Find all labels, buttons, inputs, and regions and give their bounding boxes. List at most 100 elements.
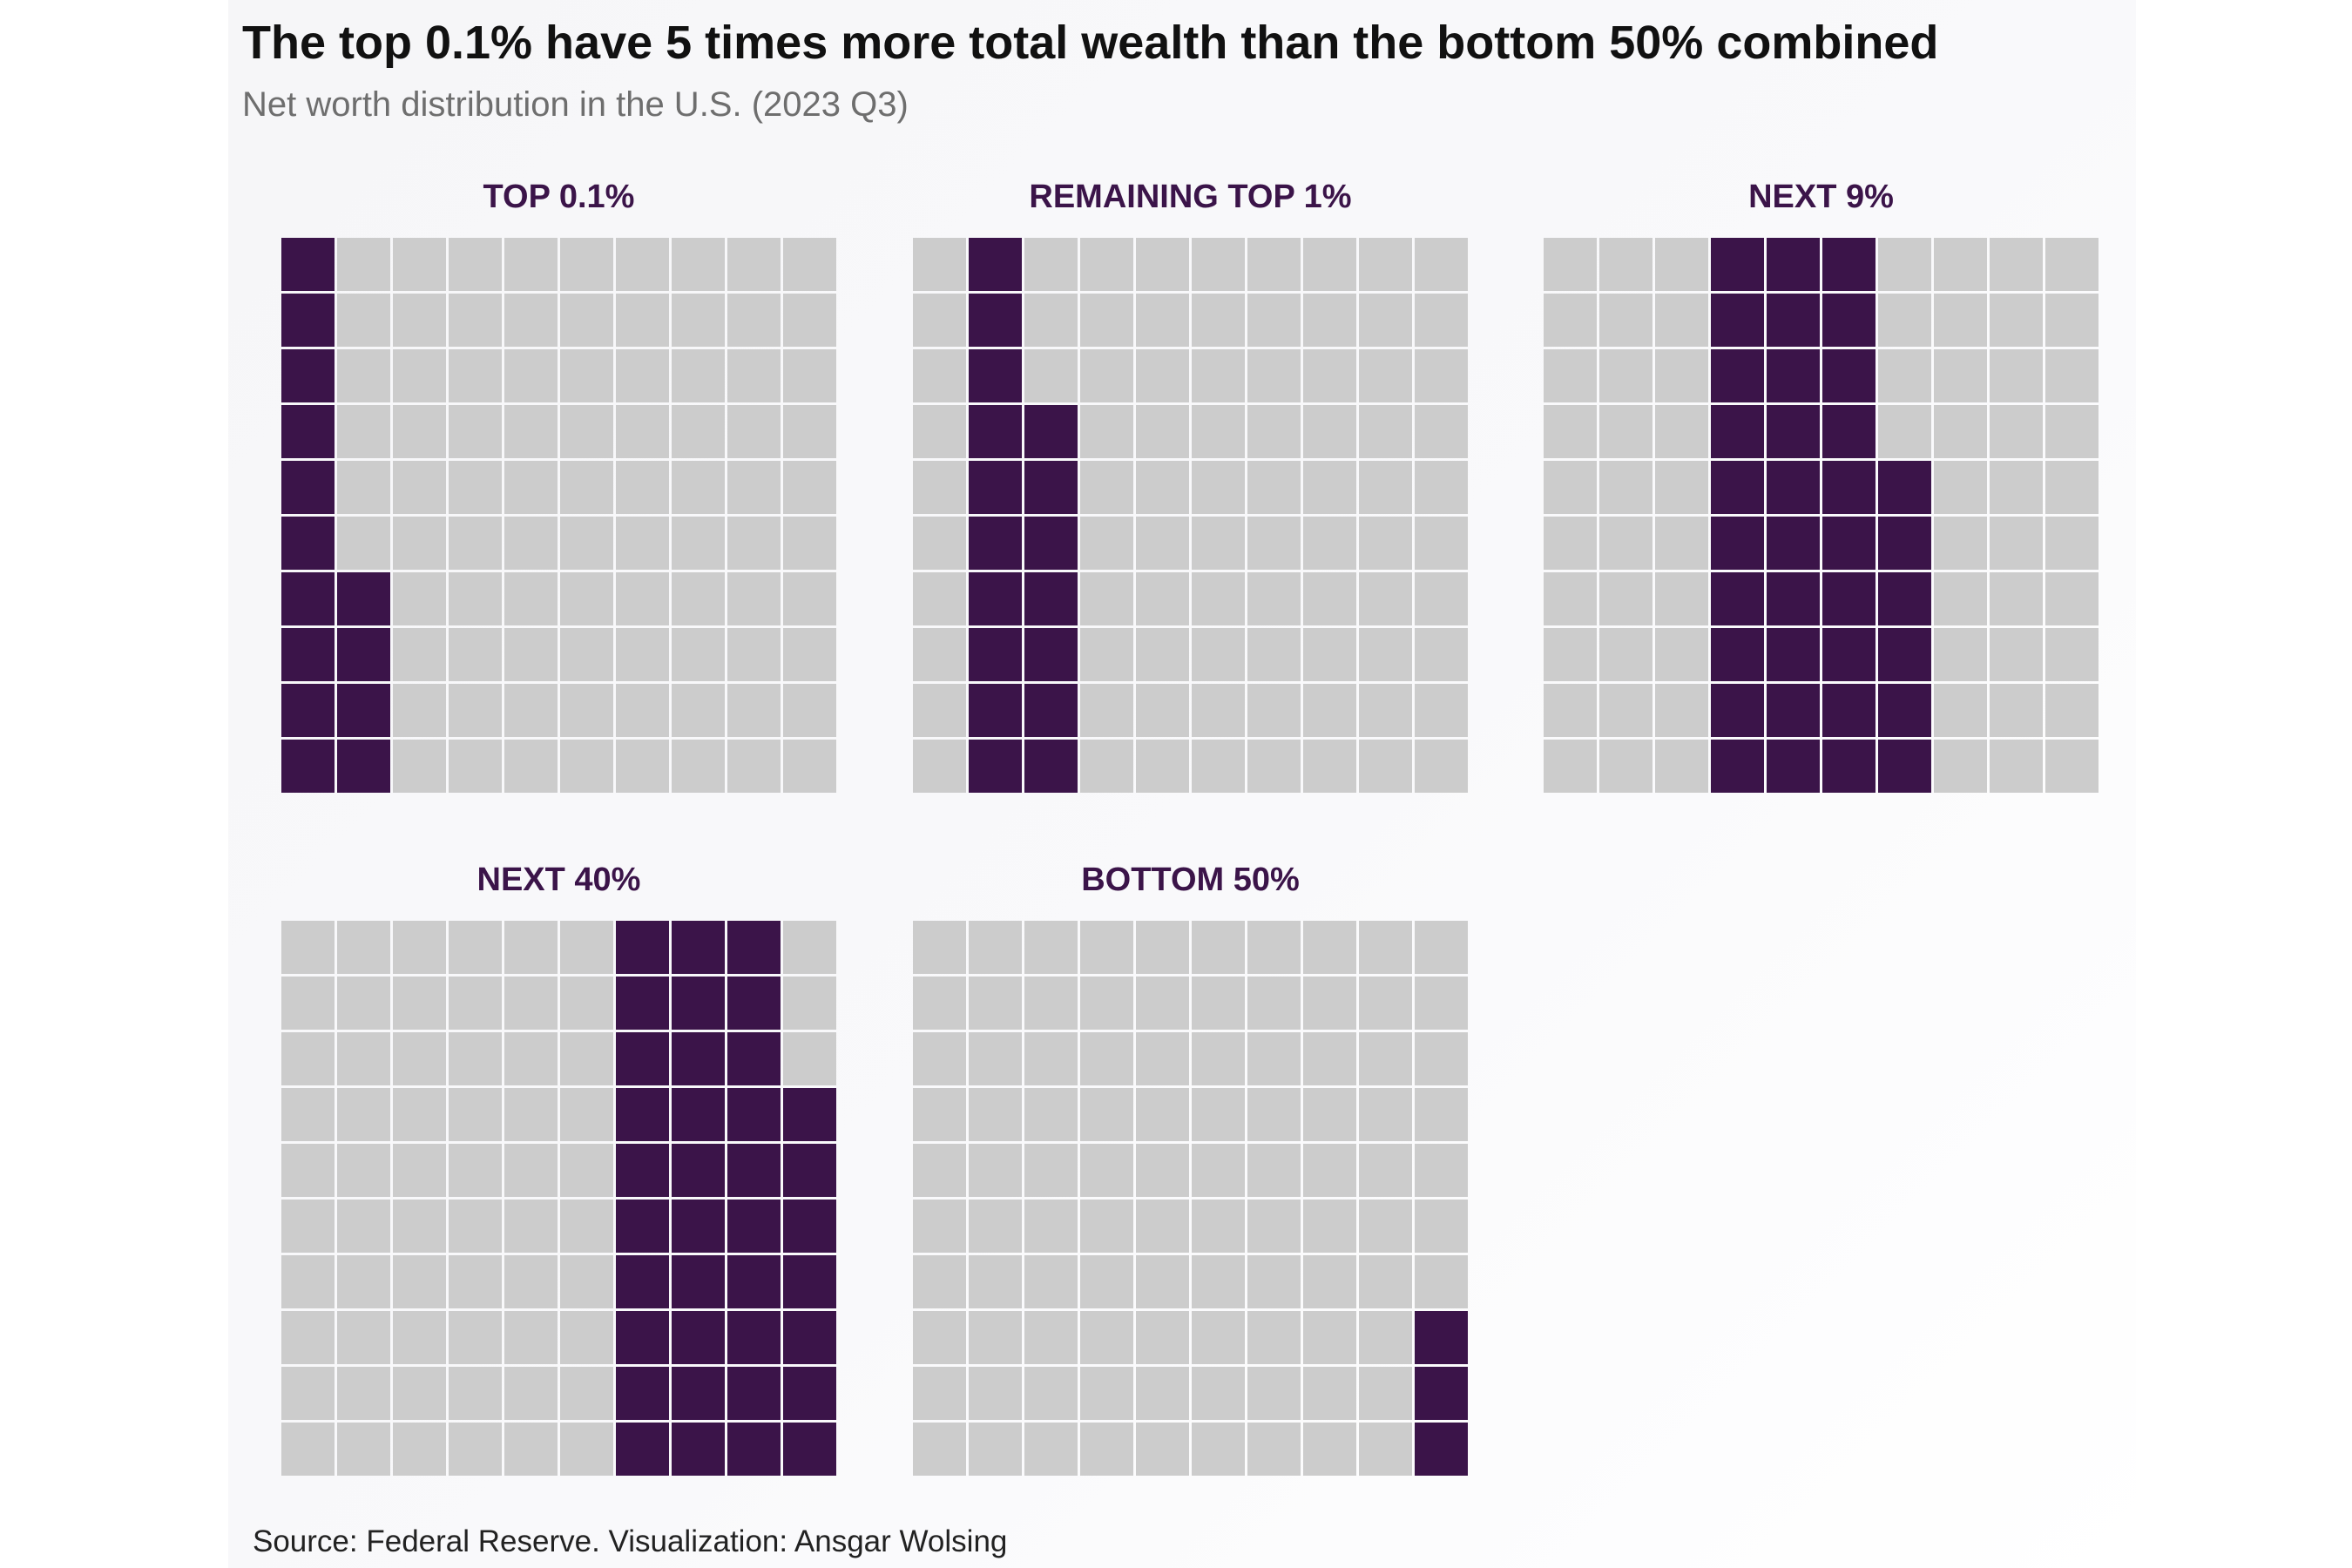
waffle-cell-empty [672, 740, 725, 793]
waffle-cell-empty [504, 238, 558, 291]
waffle-cell-filled [1822, 461, 1876, 514]
panel-label: NEXT 9% [1748, 179, 1894, 215]
waffle-cell-empty [1247, 977, 1301, 1030]
waffle-cell-empty [1415, 294, 1468, 347]
waffle-cell-empty [504, 740, 558, 793]
waffle-cell-empty [1934, 572, 1987, 625]
waffle-cell-empty [616, 572, 669, 625]
waffle-cell-empty [1080, 572, 1133, 625]
waffle-cell-empty [969, 977, 1022, 1030]
waffle-cell-filled [969, 684, 1022, 737]
waffle-cell-empty [1934, 238, 1987, 291]
waffle-cell-filled [783, 1367, 836, 1420]
waffle-cell-empty [1415, 1200, 1468, 1253]
waffle-cell-empty [1599, 517, 1652, 570]
waffle-cell-empty [1303, 238, 1356, 291]
waffle-cell-empty [1359, 1423, 1412, 1476]
waffle-cell-filled [727, 977, 781, 1030]
waffle-cell-empty [1136, 1311, 1189, 1364]
waffle-cell-filled [727, 921, 781, 974]
waffle-cell-empty [1303, 1423, 1356, 1476]
waffle-cell-empty [913, 921, 966, 974]
waffle-cell-empty [449, 238, 502, 291]
waffle-cell-empty [281, 1032, 335, 1085]
waffle-cell-empty [449, 740, 502, 793]
waffle-cell-empty [1192, 684, 1245, 737]
waffle-cell-empty [1303, 1144, 1356, 1197]
waffle-cell-empty [337, 349, 390, 402]
waffle-cell-filled [727, 1032, 781, 1085]
waffle-cell-empty [672, 349, 725, 402]
waffle-cell-empty [1136, 572, 1189, 625]
waffle-cell-empty [560, 349, 613, 402]
waffle-cell-empty [337, 1144, 390, 1197]
waffle-cell-empty [913, 349, 966, 402]
waffle-cell-empty [1024, 1367, 1078, 1420]
waffle-cell-empty [783, 294, 836, 347]
waffle-cell-empty [1247, 1144, 1301, 1197]
waffle-cell-empty [449, 684, 502, 737]
waffle-cell-filled [1024, 517, 1078, 570]
waffle-cell-empty [1024, 977, 1078, 1030]
waffle-cell-empty [672, 517, 725, 570]
waffle-cell-empty [783, 740, 836, 793]
waffle-cell-filled [969, 572, 1022, 625]
waffle-cell-empty [913, 1311, 966, 1364]
waffle-cell-empty [1599, 684, 1652, 737]
waffle-cell-empty [783, 977, 836, 1030]
waffle-cell-empty [1247, 1088, 1301, 1141]
waffle-cell-empty [672, 461, 725, 514]
waffle-cell-empty [1599, 628, 1652, 681]
waffle-cell-empty [913, 1088, 966, 1141]
waffle-cell-filled [672, 1367, 725, 1420]
waffle-cell-empty [1934, 517, 1987, 570]
waffle-cell-filled [1878, 628, 1931, 681]
waffle-cell-empty [1415, 349, 1468, 402]
waffle-cell-empty [1247, 1423, 1301, 1476]
waffle-cell-empty [560, 1144, 613, 1197]
waffle-cell-empty [1415, 1088, 1468, 1141]
waffle-cell-filled [1711, 405, 1764, 458]
waffle-cell-empty [672, 628, 725, 681]
waffle-cell-filled [281, 628, 335, 681]
waffle-cell-empty [337, 405, 390, 458]
waffle-cell-filled [1024, 740, 1078, 793]
waffle-cell-filled [969, 461, 1022, 514]
waffle-cell-empty [1136, 977, 1189, 1030]
waffle-cell-empty [1655, 294, 1708, 347]
waffle-cell-empty [1599, 294, 1652, 347]
waffle-cell-empty [969, 1367, 1022, 1420]
waffle-cell-empty [913, 1423, 966, 1476]
waffle-cell-filled [1878, 684, 1931, 737]
waffle-cell-empty [1544, 294, 1597, 347]
waffle-cell-empty [727, 349, 781, 402]
waffle-cell-empty [281, 1311, 335, 1364]
waffle-cell-filled [1711, 740, 1764, 793]
waffle-cell-empty [281, 921, 335, 974]
waffle-cell-empty [913, 461, 966, 514]
waffle-cell-filled [727, 1255, 781, 1308]
waffle-cell-filled [1878, 740, 1931, 793]
waffle-cell-empty [560, 628, 613, 681]
waffle-cell-filled [1822, 238, 1876, 291]
waffle-panel: REMAINING TOP 1% [913, 179, 1468, 793]
waffle-cell-empty [913, 572, 966, 625]
waffle-cell-empty [1359, 461, 1412, 514]
waffle-cell-filled [1767, 572, 1820, 625]
waffle-cell-empty [1136, 1367, 1189, 1420]
waffle-cell-filled [672, 1311, 725, 1364]
waffle-cell-filled [1822, 294, 1876, 347]
waffle-cell-empty [1080, 1144, 1133, 1197]
waffle-cell-empty [504, 1032, 558, 1085]
waffle-cell-empty [449, 1200, 502, 1253]
waffle-cell-empty [504, 294, 558, 347]
waffle-cell-empty [1990, 405, 2043, 458]
waffle-cell-empty [560, 1311, 613, 1364]
waffle-cell-empty [337, 921, 390, 974]
waffle-cell-empty [337, 1311, 390, 1364]
waffle-cell-empty [337, 1200, 390, 1253]
waffle-cell-empty [1544, 684, 1597, 737]
waffle-cell-filled [1767, 684, 1820, 737]
waffle-cell-empty [616, 461, 669, 514]
waffle-cell-empty [1080, 461, 1133, 514]
